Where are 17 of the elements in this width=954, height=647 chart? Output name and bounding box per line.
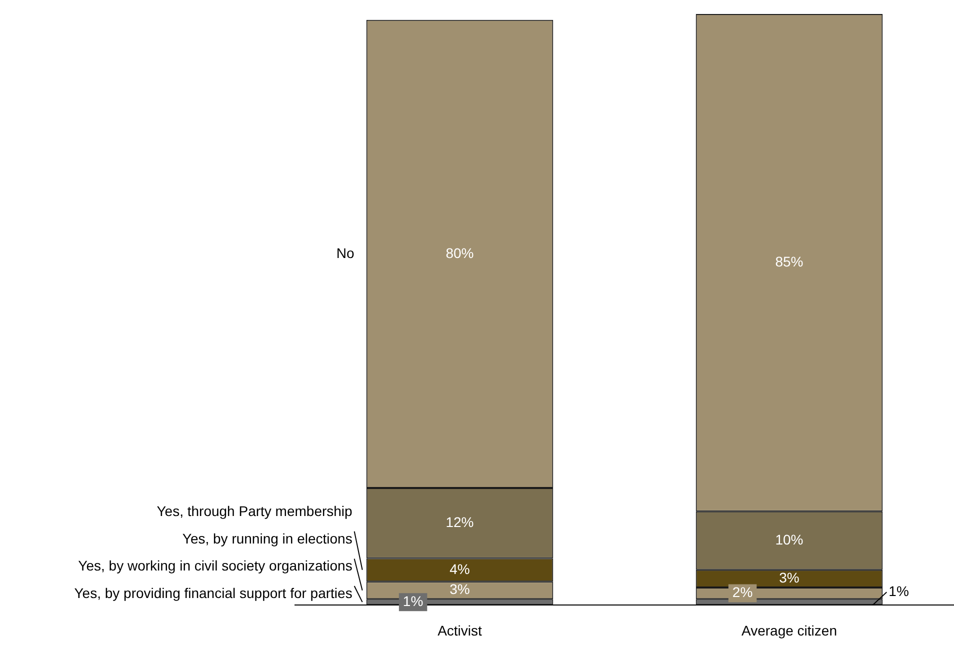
data-label: 2% [732,584,753,600]
series-label: Yes, through Party membership [156,502,353,519]
x-tick-label: Average citizen [742,622,837,638]
data-label: 4% [450,560,470,577]
data-label: 12% [446,514,474,530]
data-label: 1% [888,582,909,599]
x-tick-label: Activist [438,622,482,638]
data-label: 3% [779,570,800,586]
data-label: 85% [775,254,804,270]
series-label: Yes, by running in elections [182,530,352,546]
series-label: No [336,244,355,261]
series-label: Yes, by working in civil society organizations [78,558,352,574]
data-label: 1% [402,592,424,609]
series-label: Yes, by providing financial support for parties [74,584,352,601]
data-label: 80% [446,244,474,261]
data-label: 10% [775,531,804,548]
data-label: 3% [450,581,470,598]
